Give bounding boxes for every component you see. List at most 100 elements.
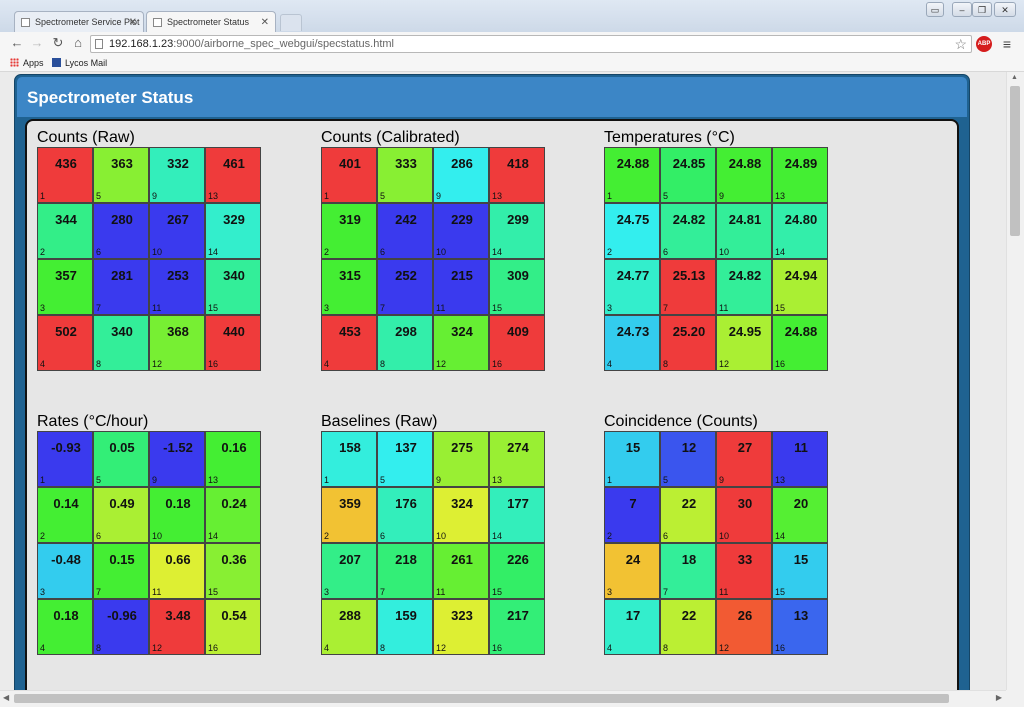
- cell-index: 4: [324, 359, 330, 369]
- panel-title: Coincidence (Counts): [604, 413, 758, 430]
- sensor-cell: 24.75 2: [604, 203, 660, 259]
- sensor-cell: 401 1: [321, 147, 377, 203]
- scroll-up-icon[interactable]: ▲: [1011, 74, 1018, 81]
- forward-icon[interactable]: →: [30, 35, 44, 50]
- cell-value: 12: [681, 440, 697, 455]
- url-host: 192.168.1.23: [109, 38, 174, 50]
- sensor-cell: 324 10: [433, 487, 489, 543]
- sensor-cell: 24 3: [604, 543, 660, 599]
- vertical-scrollbar[interactable]: ▲: [1006, 72, 1024, 690]
- scrollbar-thumb[interactable]: [1010, 86, 1020, 236]
- cell-value: 0.36: [221, 552, 247, 567]
- reload-icon[interactable]: ↻: [52, 35, 64, 50]
- cell-value: 329: [223, 212, 245, 227]
- bookmark-lycos-mail[interactable]: Lycos Mail: [52, 57, 107, 70]
- cell-index: 6: [380, 531, 386, 541]
- home-icon[interactable]: ⌂: [74, 35, 82, 50]
- cell-index: 1: [607, 191, 613, 201]
- user-icon[interactable]: ▭: [926, 2, 944, 17]
- sensor-cell: 218 7: [377, 543, 433, 599]
- cell-index: 14: [492, 531, 503, 541]
- cell-value: 315: [339, 268, 361, 283]
- sensor-cell: 0.49 6: [93, 487, 149, 543]
- cell-value: 27: [737, 440, 753, 455]
- cell-index: 5: [663, 191, 669, 201]
- scroll-left-icon[interactable]: ◀: [3, 693, 10, 702]
- cell-index: 4: [324, 643, 330, 653]
- cell-index: 12: [719, 359, 730, 369]
- cell-value: 24.89: [784, 156, 818, 171]
- sensor-cell: 275 9: [433, 431, 489, 487]
- cell-value: 226: [507, 552, 529, 567]
- cell-index: 10: [152, 531, 163, 541]
- sensor-cell: 440 16: [205, 315, 261, 371]
- scroll-right-icon[interactable]: ▶: [995, 693, 1002, 702]
- cell-value: 0.14: [53, 496, 79, 511]
- sensor-cell: 333 5: [377, 147, 433, 203]
- sensor-cell: 332 9: [149, 147, 205, 203]
- cell-value: 440: [223, 324, 245, 339]
- cell-index: 1: [324, 191, 330, 201]
- cell-index: 15: [492, 587, 503, 597]
- adblock-plus-icon[interactable]: ABP: [976, 36, 992, 52]
- sensor-cell: 242 6: [377, 203, 433, 259]
- sensor-cell: -0.96 8: [93, 599, 149, 655]
- cell-index: 8: [663, 359, 669, 369]
- new-tab-button[interactable]: [280, 14, 302, 31]
- close-icon[interactable]: ✕: [128, 17, 137, 28]
- cell-index: 14: [775, 247, 786, 257]
- address-bar[interactable]: 192.168.1.23:9000/airborne_spec_webgui/s…: [90, 35, 972, 53]
- cell-index: 13: [775, 475, 786, 485]
- sensor-cell: 24.94 15: [772, 259, 828, 315]
- window-close-icon[interactable]: ✕: [994, 2, 1016, 17]
- sensor-cell: 22 8: [660, 599, 716, 655]
- sensor-cell: 344 2: [37, 203, 93, 259]
- cell-index: 6: [380, 247, 386, 257]
- cell-value: 323: [451, 608, 473, 623]
- sensor-cell: 368 12: [149, 315, 205, 371]
- cell-value: 409: [507, 324, 529, 339]
- lycos-icon: [52, 58, 61, 67]
- sensor-cell: 0.15 7: [93, 543, 149, 599]
- cell-value: 33: [737, 552, 753, 567]
- cell-index: 14: [208, 531, 219, 541]
- tab-service-plot[interactable]: Spectrometer Service Plot ✕: [14, 11, 144, 32]
- back-icon[interactable]: ←: [10, 35, 24, 50]
- sensor-cell: 24.82 11: [716, 259, 772, 315]
- cell-value: 502: [55, 324, 77, 339]
- horizontal-scrollbar[interactable]: ◀ ▶: [0, 690, 1006, 707]
- cell-value: 218: [395, 552, 417, 567]
- sensor-cell: 30 10: [716, 487, 772, 543]
- bookmark-apps[interactable]: Apps: [10, 57, 44, 70]
- tab-spectrometer-status[interactable]: Spectrometer Status ✕: [146, 11, 276, 33]
- sensor-cell: 253 11: [149, 259, 205, 315]
- cell-value: 24.88: [616, 156, 650, 171]
- bookmark-star-icon[interactable]: ☆: [954, 36, 967, 52]
- sensor-cell: 25.13 7: [660, 259, 716, 315]
- sensor-cell: 274 13: [489, 431, 545, 487]
- sensor-cell: 340 8: [93, 315, 149, 371]
- cell-value: 207: [339, 552, 361, 567]
- sensor-cell: 24.88 1: [604, 147, 660, 203]
- cell-index: 1: [40, 475, 46, 485]
- close-icon[interactable]: ✕: [260, 17, 269, 28]
- sensor-cell: 502 4: [37, 315, 93, 371]
- sensor-cell: 25.20 8: [660, 315, 716, 371]
- restore-icon[interactable]: ❐: [972, 2, 992, 17]
- cell-value: 24.75: [616, 212, 650, 227]
- cell-value: 158: [339, 440, 361, 455]
- sensor-cell: 207 3: [321, 543, 377, 599]
- cell-value: 340: [111, 324, 133, 339]
- cell-index: 9: [719, 475, 725, 485]
- minimize-icon[interactable]: –: [952, 2, 972, 17]
- menu-icon[interactable]: ≡: [1002, 36, 1012, 52]
- cell-index: 14: [208, 247, 219, 257]
- cell-index: 13: [775, 191, 786, 201]
- cell-index: 6: [663, 531, 669, 541]
- sensor-cell: 217 16: [489, 599, 545, 655]
- cell-value: 22: [681, 496, 697, 511]
- cell-value: 24.94: [784, 268, 818, 283]
- scrollbar-thumb[interactable]: [14, 694, 949, 703]
- cell-index: 4: [40, 643, 46, 653]
- cell-index: 3: [607, 587, 613, 597]
